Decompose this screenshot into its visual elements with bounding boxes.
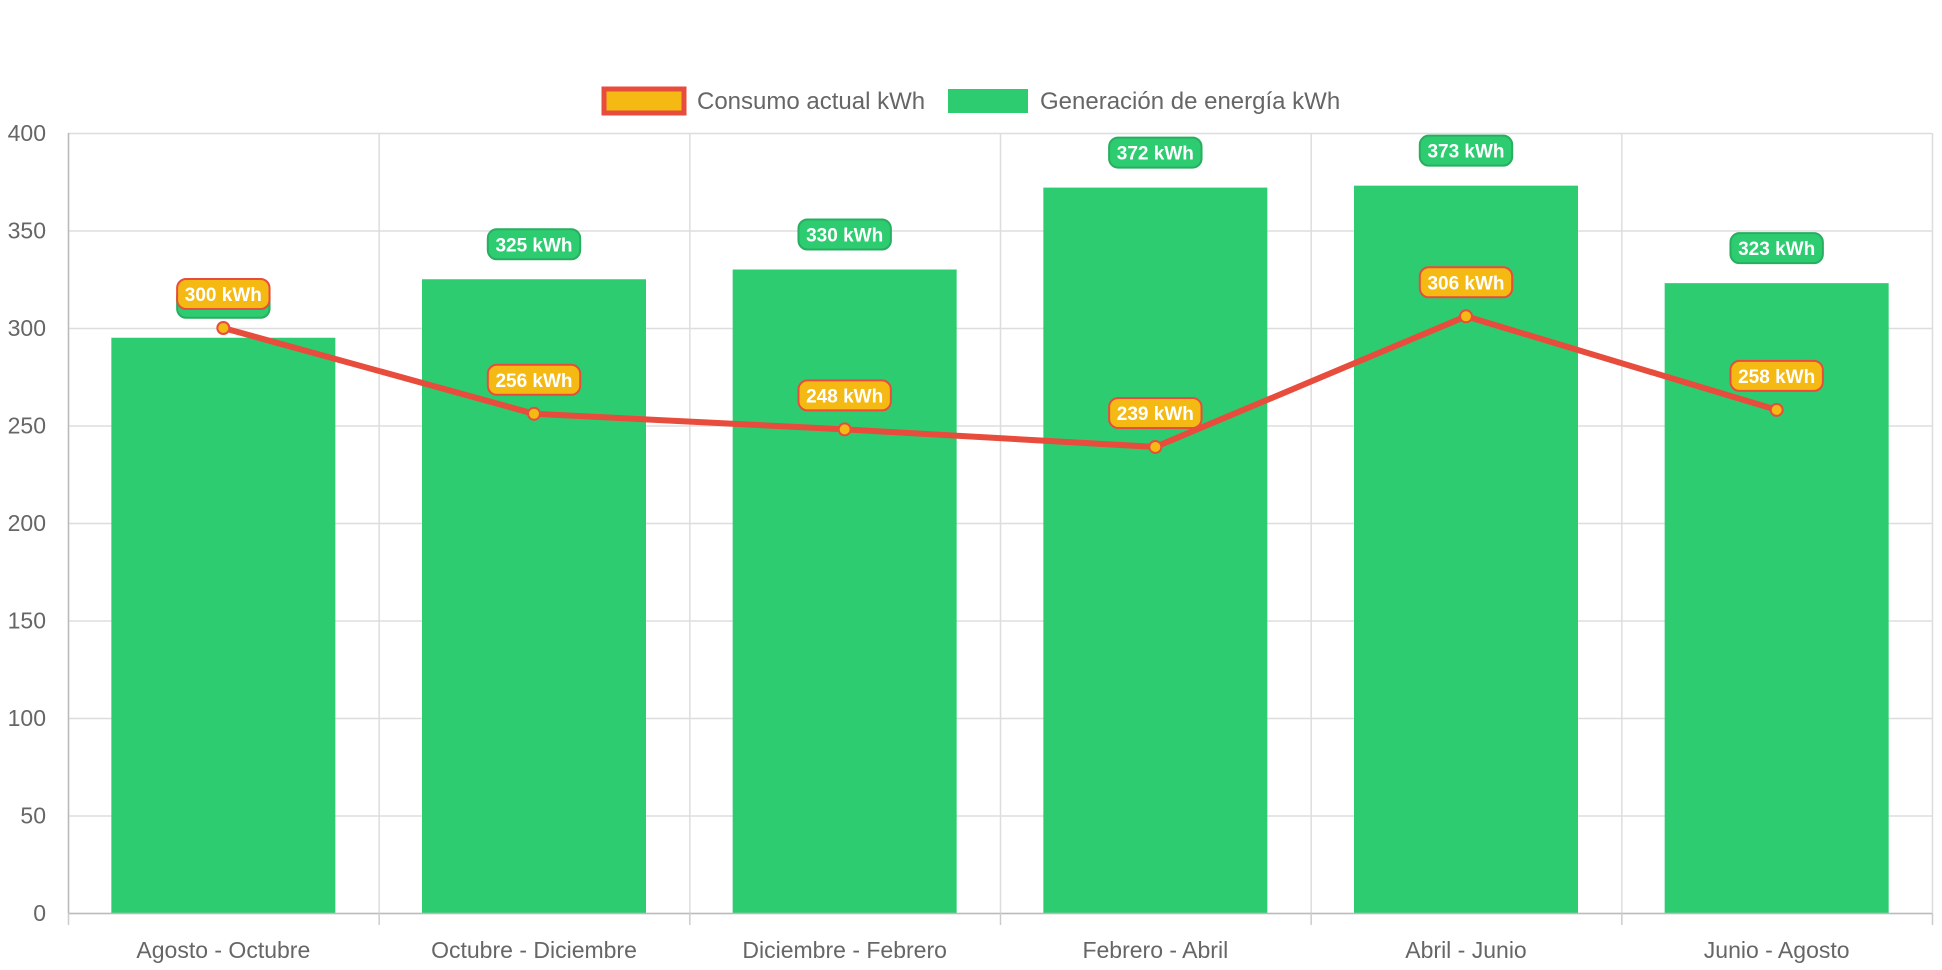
consumption-data-label: 239 kWh bbox=[1108, 396, 1203, 429]
grid bbox=[67, 132, 1934, 915]
y-tick-label: 50 bbox=[20, 803, 46, 829]
generation-bar[interactable] bbox=[732, 269, 957, 914]
generation-data-label-background bbox=[486, 228, 582, 261]
consumption-data-label-background bbox=[1108, 396, 1203, 429]
legend-item-generation[interactable]: Generación de energía kWh bbox=[948, 88, 1340, 115]
x-tick-label: Junio - Agosto bbox=[1704, 937, 1850, 963]
generation-data-label-text: 372 kWh bbox=[1117, 144, 1194, 165]
y-tick-label: 250 bbox=[8, 413, 46, 439]
y-tick-label: 0 bbox=[33, 900, 46, 926]
x-tick-label: Febrero - Abril bbox=[1082, 937, 1228, 963]
generation-data-label-text: 330 kWh bbox=[806, 226, 883, 247]
consumption-point[interactable] bbox=[837, 422, 852, 437]
consumption-data-label-background bbox=[1729, 359, 1824, 392]
legend-label: Consumo actual kWh bbox=[697, 88, 925, 115]
y-tick-label: 350 bbox=[8, 218, 46, 244]
generation-bar[interactable] bbox=[1043, 187, 1268, 914]
generation-bar[interactable] bbox=[111, 337, 336, 913]
generation-data-label-text: 373 kWh bbox=[1427, 142, 1504, 163]
line-data-labels: 300 kWh 256 kWh 248 kWh 239 kWh 306 kWh 258 k… bbox=[176, 266, 1824, 429]
generation-data-label: 330 kWh bbox=[797, 218, 892, 251]
consumption-point[interactable] bbox=[1769, 402, 1784, 417]
consumption-data-label-text: 248 kWh bbox=[806, 386, 883, 407]
consumption-data-label-background bbox=[486, 363, 582, 396]
y-tick-label: 150 bbox=[8, 608, 46, 634]
y-tick-label: 300 bbox=[8, 315, 46, 341]
consumption-data-label: 258 kWh bbox=[1729, 359, 1824, 392]
generation-data-label: 372 kWh bbox=[1108, 136, 1203, 169]
axes: 0 50 100 150 200 250 300 350 400 Agosto - Octubre… bbox=[8, 120, 1934, 963]
generation-data-label-background bbox=[1729, 232, 1824, 265]
y-tick-label: 200 bbox=[8, 510, 46, 536]
x-tick-label: Diciembre - Febrero bbox=[742, 937, 947, 963]
line-series bbox=[216, 309, 1784, 454]
generation-data-label-background bbox=[797, 218, 892, 251]
consumption-line bbox=[222, 313, 1778, 450]
x-tick-label: Octubre - Diciembre bbox=[431, 937, 637, 963]
consumption-data-label-text: 239 kWh bbox=[1117, 404, 1194, 425]
x-tick-label: Abril - Junio bbox=[1405, 937, 1526, 963]
y-tick-label: 400 bbox=[8, 120, 46, 146]
consumption-data-label-background bbox=[176, 278, 271, 310]
y-tick-label: 100 bbox=[8, 705, 46, 731]
consumption-data-label-text: 256 kWh bbox=[495, 371, 572, 392]
generation-data-label-background bbox=[1418, 134, 1514, 167]
legend-swatch bbox=[948, 89, 1028, 113]
consumption-data-label: 248 kWh bbox=[797, 379, 892, 412]
consumption-data-label: 300 kWh bbox=[176, 278, 271, 310]
consumption-point[interactable] bbox=[1459, 309, 1473, 324]
generation-bar[interactable] bbox=[1354, 185, 1578, 913]
generation-data-label: 373 kWh bbox=[1418, 134, 1514, 167]
legend-item-consumption[interactable]: Consumo actual kWh bbox=[601, 86, 925, 116]
consumption-point[interactable] bbox=[527, 406, 541, 421]
generation-data-label: 323 kWh bbox=[1729, 232, 1824, 265]
generation-data-label: 325 kWh bbox=[486, 228, 582, 261]
consumption-data-label-text: 300 kWh bbox=[185, 285, 262, 306]
legend-swatch bbox=[601, 86, 687, 116]
consumption-data-label: 256 kWh bbox=[486, 363, 582, 396]
consumption-data-label-text: 306 kWh bbox=[1427, 273, 1504, 294]
generation-data-label-text: 323 kWh bbox=[1738, 239, 1815, 260]
consumption-data-label-background bbox=[797, 379, 892, 412]
legend-label: Generación de energía kWh bbox=[1040, 88, 1340, 115]
legend: Consumo actual kWh Generación de energía … bbox=[601, 86, 1340, 116]
consumption-point[interactable] bbox=[216, 321, 231, 335]
generation-data-label-text: 325 kWh bbox=[495, 235, 572, 256]
bar-series bbox=[111, 185, 1889, 914]
consumption-data-label-background bbox=[1418, 266, 1514, 299]
generation-data-label-background bbox=[1108, 136, 1203, 169]
consumption-point[interactable] bbox=[1148, 439, 1163, 454]
consumption-data-label: 306 kWh bbox=[1418, 266, 1514, 299]
consumption-data-label-text: 258 kWh bbox=[1738, 367, 1815, 388]
x-tick-label: Agosto - Octubre bbox=[136, 937, 310, 963]
